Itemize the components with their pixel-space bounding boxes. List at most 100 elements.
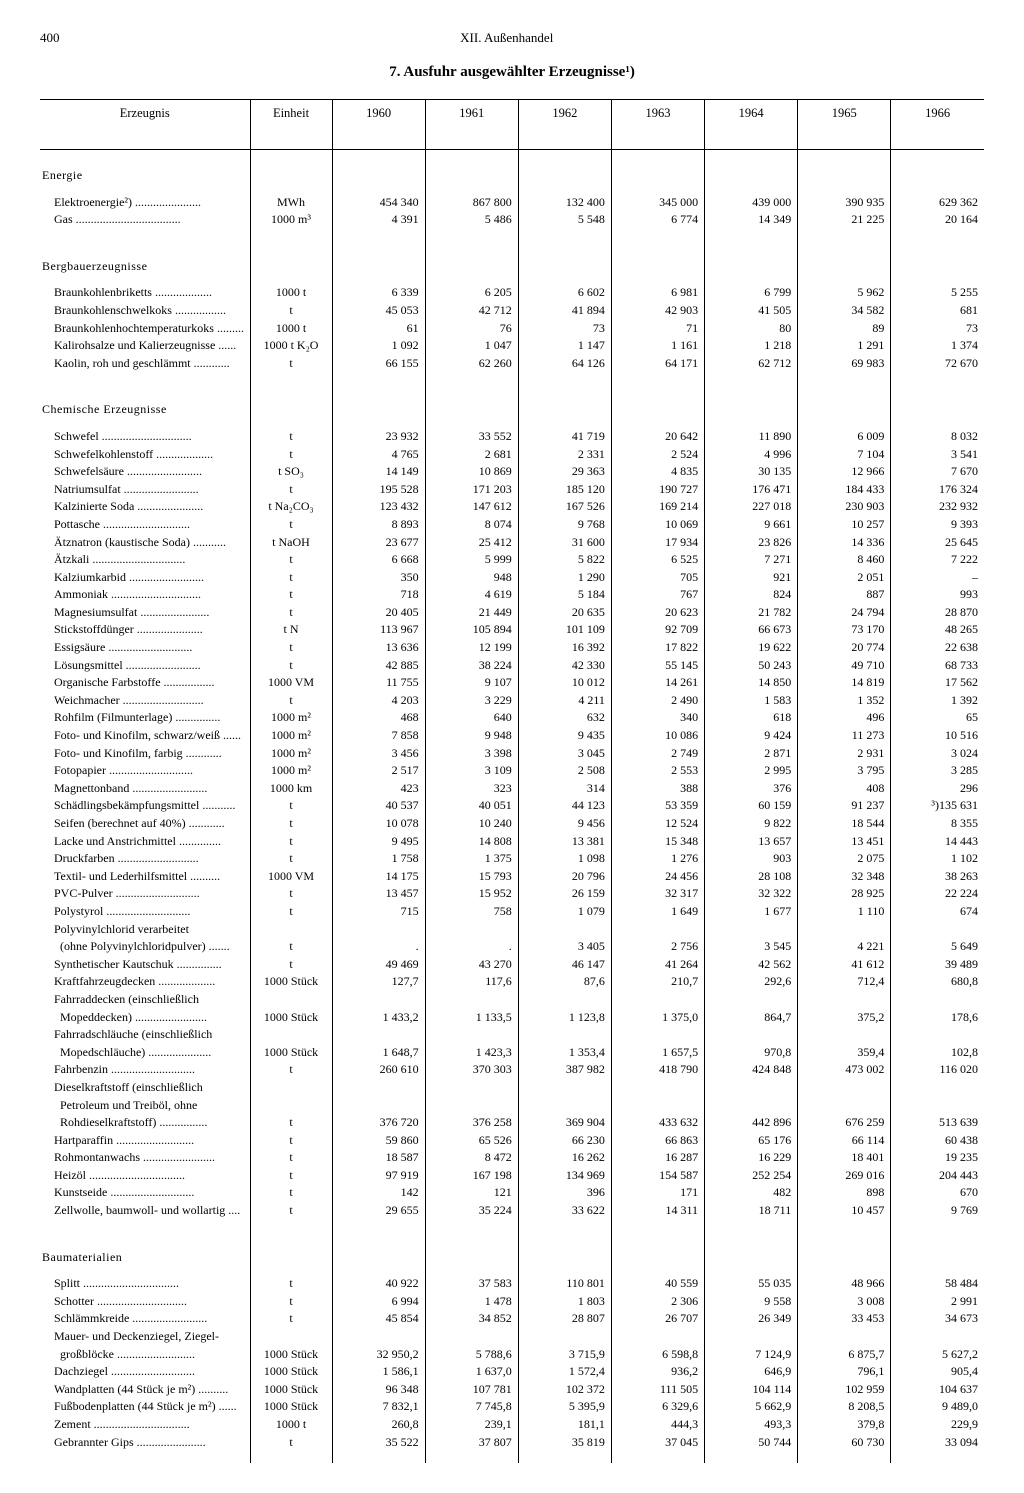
unit: 1000 Stück — [250, 973, 332, 991]
value-cell: 195 528 — [332, 481, 425, 499]
unit: t — [250, 938, 332, 956]
value-cell: 340 — [611, 709, 704, 727]
table-row: Ätzkali ...............................t… — [40, 551, 984, 569]
value-cell: 1 649 — [611, 903, 704, 921]
value-cell: 25 645 — [891, 534, 984, 552]
table-row: Organische Farbstoffe ................. 1… — [40, 674, 984, 692]
unit — [250, 1097, 332, 1115]
value-cell: 14 336 — [798, 534, 891, 552]
value-cell: 20 405 — [332, 604, 425, 622]
value-cell: 7 104 — [798, 446, 891, 464]
value-cell: 676 259 — [798, 1114, 891, 1132]
value-cell: 1 583 — [705, 692, 798, 710]
value-cell — [798, 1097, 891, 1115]
value-cell: 5 184 — [518, 586, 611, 604]
value-cell: 15 348 — [611, 833, 704, 851]
value-cell: 48 265 — [891, 621, 984, 639]
value-cell: 2 075 — [798, 850, 891, 868]
value-cell: 24 794 — [798, 604, 891, 622]
product-name: Schwefel .............................. — [40, 428, 250, 446]
table-row: Fahrradschläuche (einschließlich — [40, 1026, 984, 1044]
value-cell: 65 526 — [425, 1132, 518, 1150]
value-cell: 14 261 — [611, 674, 704, 692]
value-cell: 59 860 — [332, 1132, 425, 1150]
product-name: (ohne Polyvinylchloridpulver) ....... — [40, 938, 250, 956]
value-cell: 91 237 — [798, 797, 891, 815]
value-cell: 513 639 — [891, 1114, 984, 1132]
value-cell: 20 774 — [798, 639, 891, 657]
value-cell: 1 637,0 — [425, 1363, 518, 1381]
product-name: Magnesiumsulfat ....................... — [40, 604, 250, 622]
value-cell: 11 273 — [798, 727, 891, 745]
table-row: Weichmacher ...........................t… — [40, 692, 984, 710]
value-cell: 66 673 — [705, 621, 798, 639]
section-title: Bergbauerzeugnisse — [40, 241, 250, 285]
value-cell: 49 469 — [332, 956, 425, 974]
value-cell: 2 517 — [332, 762, 425, 780]
value-cell: 21 449 — [425, 604, 518, 622]
value-cell: 4 391 — [332, 211, 425, 229]
product-name: Schotter .............................. — [40, 1293, 250, 1311]
product-name: Kaolin, roh und geschlämmt ............ — [40, 355, 250, 373]
value-cell: 970,8 — [705, 1044, 798, 1062]
value-cell: 127,7 — [332, 973, 425, 991]
table-row: Textil- und Lederhilfsmittel ..........1… — [40, 868, 984, 886]
value-cell: 10 869 — [425, 463, 518, 481]
value-cell — [332, 921, 425, 939]
value-cell: 34 582 — [798, 302, 891, 320]
value-cell: 1 433,2 — [332, 1009, 425, 1027]
value-cell: 1 423,3 — [425, 1044, 518, 1062]
value-cell: 8 032 — [891, 428, 984, 446]
value-cell: 30 135 — [705, 463, 798, 481]
value-cell: 5 662,9 — [705, 1398, 798, 1416]
value-cell: 2 524 — [611, 446, 704, 464]
value-cell: 369 904 — [518, 1114, 611, 1132]
value-cell: 26 707 — [611, 1310, 704, 1328]
value-cell: 17 562 — [891, 674, 984, 692]
value-cell: 23 932 — [332, 428, 425, 446]
product-name: Gebrannter Gips ....................... — [40, 1434, 250, 1452]
product-name: Petroleum und Treiböl, ohne — [40, 1097, 250, 1115]
column-header: Erzeugnis — [40, 100, 250, 150]
value-cell — [518, 1079, 611, 1097]
value-cell: 323 — [425, 780, 518, 798]
value-cell — [611, 1328, 704, 1346]
value-cell: 227 018 — [705, 498, 798, 516]
unit: t — [250, 797, 332, 815]
value-cell: 14 349 — [705, 211, 798, 229]
value-cell: 6 994 — [332, 1293, 425, 1311]
value-cell: 5 649 — [891, 938, 984, 956]
value-cell: 32 322 — [705, 885, 798, 903]
value-cell: 55 145 — [611, 657, 704, 675]
unit: t SO₃ — [250, 463, 332, 481]
value-cell: 154 587 — [611, 1167, 704, 1185]
value-cell — [332, 1097, 425, 1115]
table-row: Rohmontanwachs ........................t… — [40, 1149, 984, 1167]
product-name: Dachziegel ............................ — [40, 1363, 250, 1381]
product-name: Organische Farbstoffe ................. — [40, 674, 250, 692]
value-cell — [425, 921, 518, 939]
value-cell: 674 — [891, 903, 984, 921]
value-cell: 482 — [705, 1184, 798, 1202]
value-cell: 712,4 — [798, 973, 891, 991]
table-row: Mopeddecken) ........................100… — [40, 1009, 984, 1027]
value-cell: 9 456 — [518, 815, 611, 833]
value-cell: 7 832,1 — [332, 1398, 425, 1416]
value-cell: 705 — [611, 569, 704, 587]
unit: t — [250, 1293, 332, 1311]
unit: t Na₂CO₃ — [250, 498, 332, 516]
value-cell: 13 657 — [705, 833, 798, 851]
value-cell: 496 — [798, 709, 891, 727]
value-cell: 66 230 — [518, 1132, 611, 1150]
value-cell: 25 412 — [425, 534, 518, 552]
value-cell: 116 020 — [891, 1061, 984, 1079]
value-cell: 1 803 — [518, 1293, 611, 1311]
value-cell: 58 484 — [891, 1275, 984, 1293]
unit: t — [250, 1132, 332, 1150]
value-cell: 28 925 — [798, 885, 891, 903]
value-cell: 359,4 — [798, 1044, 891, 1062]
value-cell: 68 733 — [891, 657, 984, 675]
unit: t — [250, 355, 332, 373]
value-cell: 376 258 — [425, 1114, 518, 1132]
table-row: Mauer- und Deckenziegel, Ziegel- — [40, 1328, 984, 1346]
